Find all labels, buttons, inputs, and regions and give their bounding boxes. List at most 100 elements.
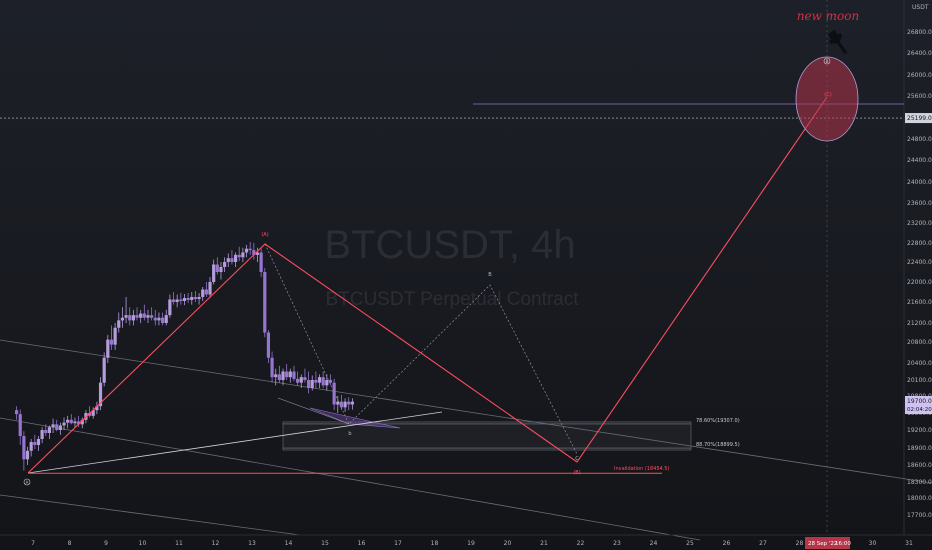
circle-marker-label: B [826, 59, 829, 64]
x-tick-label: 27 [759, 540, 767, 547]
y-tick-label: 18000.0 [907, 495, 932, 502]
circle-marker [823, 57, 831, 65]
candle-body [339, 401, 344, 408]
candle-body [266, 332, 271, 358]
candle-body [244, 248, 249, 253]
candle-body [146, 315, 150, 318]
wedge-pattern [309, 407, 401, 429]
channel-line-lower [0, 494, 301, 536]
x-tick-label: 24 [650, 540, 658, 547]
x-tick-label: 19 [467, 540, 475, 547]
fib-887-label: 88.70%(18899.5) [696, 442, 740, 448]
candle-body [25, 450, 30, 460]
candle-body [80, 419, 84, 425]
candle-body [179, 299, 183, 301]
candle-body [33, 442, 37, 445]
y-tick-label: 20400.0 [907, 360, 932, 367]
countdown-label: 02:04:20 [907, 407, 932, 413]
candle-body [314, 380, 318, 383]
current-price-box [905, 396, 932, 414]
candle-body [274, 374, 278, 378]
crosshair-time-label: 28 Sep '22 [808, 541, 837, 547]
wave-label-B-bottom: (B) [573, 470, 580, 476]
candle-body [182, 298, 187, 301]
candle-body [281, 371, 285, 380]
candle-body [204, 289, 208, 295]
candle-body [201, 289, 205, 297]
y-tick-label: 18600.0 [907, 462, 932, 469]
candle-body [212, 264, 216, 282]
candle-body [164, 315, 168, 323]
candle-body [332, 382, 336, 405]
projection-dashed [264, 243, 578, 455]
candle-body [288, 371, 292, 378]
candle-body [91, 410, 95, 416]
crosshair-time-label-2: 16:00 [835, 541, 851, 547]
candle-body [263, 272, 267, 333]
candle-body [252, 250, 256, 255]
y-tick-label: 20100.0 [907, 377, 932, 384]
candle-body [208, 282, 212, 295]
candle-body [73, 421, 77, 424]
x-tick-label: 7 [31, 540, 35, 547]
candle-body [150, 315, 154, 318]
candle-body [153, 317, 157, 321]
candle-body [29, 442, 33, 451]
x-tick-label: 14 [285, 540, 293, 547]
x-tick-label: 21 [540, 540, 548, 547]
candle-body [277, 374, 281, 380]
x-tick-label: 22 [577, 540, 585, 547]
y-tick-label: 18300.0 [907, 479, 932, 486]
y-tick-label: 26800.0 [907, 29, 932, 36]
candle-body [321, 377, 325, 386]
candle-body [113, 327, 117, 345]
x-tick-label: 31 [905, 540, 913, 547]
candle-body [325, 380, 329, 386]
candle-body [336, 401, 340, 405]
y-tick-label: 21600.0 [907, 299, 932, 306]
candle-body [106, 339, 110, 358]
candle-body [142, 313, 146, 318]
candle-body [87, 413, 92, 416]
gavel-icon [827, 29, 848, 55]
watermark-description: BTCUSDT Perpetual Contract [325, 289, 579, 310]
x-tick-label: 17 [394, 540, 402, 547]
candle-body [14, 410, 19, 415]
candle-body [131, 315, 135, 321]
x-tick-label: 8 [68, 540, 72, 547]
wedge-line [277, 397, 350, 425]
target-circle [795, 56, 859, 142]
candle-body [230, 258, 234, 262]
candle-body [135, 315, 139, 318]
candle-body [168, 299, 172, 316]
candle-body [109, 339, 114, 345]
candle-body [186, 298, 190, 300]
wave-label-b-small: b [348, 431, 351, 437]
candle-body [120, 317, 125, 321]
x-tick-label: 26 [723, 540, 731, 547]
candle-body [303, 377, 307, 380]
candle-body [241, 252, 245, 258]
y-tick-label: 25600.0 [907, 93, 932, 100]
candle-body [233, 254, 238, 262]
wave-label-A-bottom: A [26, 480, 29, 485]
y-tick-label: 26400.0 [907, 50, 932, 57]
candle-body [350, 401, 354, 405]
currency-label: USDT [912, 4, 929, 11]
candle-body [259, 252, 263, 272]
candle-body [215, 264, 219, 272]
y-tick-label: 21200.0 [907, 320, 932, 327]
y-tick-label: 19200.0 [907, 427, 932, 434]
wave-label-C-top: (C) [824, 92, 831, 98]
candle-body [95, 406, 99, 411]
candle-body [292, 371, 296, 379]
candle-body [117, 320, 121, 328]
y-tick-label: 24400.0 [907, 157, 932, 164]
x-tick-label: 16 [358, 540, 366, 547]
crosshair-price-label: 25199.0 [907, 115, 932, 122]
candle-body [237, 254, 241, 258]
candle-body [51, 424, 55, 428]
wave-label-B-mid: B [488, 272, 492, 278]
x-tick-label: 18 [431, 540, 439, 547]
